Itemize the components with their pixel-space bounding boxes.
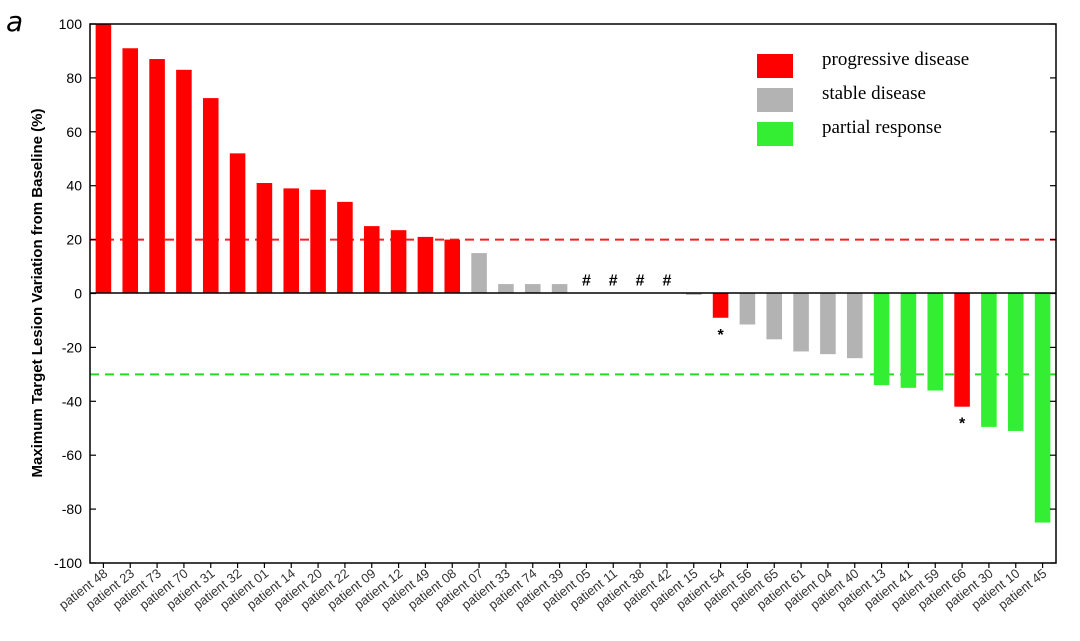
bar — [900, 293, 917, 388]
bar — [417, 236, 434, 294]
bar — [524, 284, 541, 294]
hash-marker: # — [582, 273, 591, 290]
bars — [95, 24, 1051, 523]
bar — [793, 293, 809, 352]
asterisk-marker: * — [959, 416, 966, 433]
y-tick-label: 60 — [66, 124, 82, 140]
panel-label: a — [6, 5, 23, 38]
bar — [229, 153, 246, 294]
bar — [954, 293, 970, 407]
asterisk-marker: * — [717, 327, 724, 344]
hash-marker: # — [609, 273, 618, 290]
bar — [981, 293, 997, 427]
reference-lines — [90, 238, 1056, 376]
hash-marker: # — [662, 273, 671, 290]
bar — [122, 48, 139, 294]
bar — [820, 293, 836, 355]
legend-label: stable disease — [822, 83, 926, 104]
legend-label: partial response — [822, 117, 942, 138]
y-tick-label: 20 — [66, 232, 82, 248]
bar — [310, 189, 326, 294]
bar — [685, 293, 702, 295]
bar — [1007, 293, 1024, 431]
y-axis-label: Maximum Target Lesion Variation from Bas… — [29, 109, 46, 478]
bar — [283, 188, 300, 294]
y-tick-label: 0 — [74, 286, 82, 302]
y-tick-label: -40 — [62, 393, 82, 409]
bar — [149, 59, 165, 294]
bar — [766, 293, 783, 340]
y-tick-label: 100 — [59, 16, 83, 32]
bar — [256, 183, 273, 294]
legend-swatch — [757, 54, 793, 78]
y-axis: -100 -80 -60 -40 -20 0 20 40 60 80 100 — [54, 16, 1056, 571]
bar — [551, 284, 568, 294]
y-tick-label: -60 — [62, 447, 82, 463]
y-tick-label: -80 — [62, 501, 82, 517]
bar — [471, 253, 487, 294]
bar — [927, 293, 944, 391]
legend-swatch — [757, 122, 793, 146]
bar — [444, 239, 461, 294]
y-tick-label: -100 — [54, 555, 82, 571]
bar — [95, 24, 112, 294]
bar — [363, 226, 380, 294]
bar — [337, 201, 353, 294]
bar — [176, 69, 192, 294]
legend-label: progressive disease — [822, 49, 969, 70]
legend-swatch — [757, 88, 793, 112]
bar — [1034, 293, 1051, 523]
bar — [390, 230, 407, 294]
y-tick-label: 80 — [66, 70, 82, 86]
bar — [739, 293, 756, 325]
y-tick-label: 40 — [66, 178, 82, 194]
bar — [873, 293, 890, 386]
hash-marker: # — [636, 273, 645, 290]
bar — [202, 98, 219, 294]
y-tick-label: -20 — [62, 339, 82, 355]
markers: # # # # * * — [582, 273, 966, 433]
bar — [498, 284, 514, 294]
bar — [846, 293, 863, 359]
bar — [712, 293, 729, 318]
legend: progressive disease stable disease partial… — [757, 49, 969, 146]
